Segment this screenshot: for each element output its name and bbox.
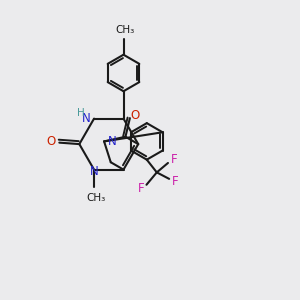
Text: O: O (46, 135, 56, 148)
Text: CH₃: CH₃ (115, 25, 135, 35)
Text: F: F (171, 153, 177, 166)
Text: N: N (90, 166, 98, 178)
Text: O: O (130, 109, 140, 122)
Text: F: F (172, 175, 179, 188)
Text: CH₃: CH₃ (87, 193, 106, 202)
Text: F: F (138, 182, 145, 195)
Text: N: N (108, 135, 116, 148)
Text: H: H (77, 108, 85, 118)
Text: N: N (82, 112, 90, 125)
